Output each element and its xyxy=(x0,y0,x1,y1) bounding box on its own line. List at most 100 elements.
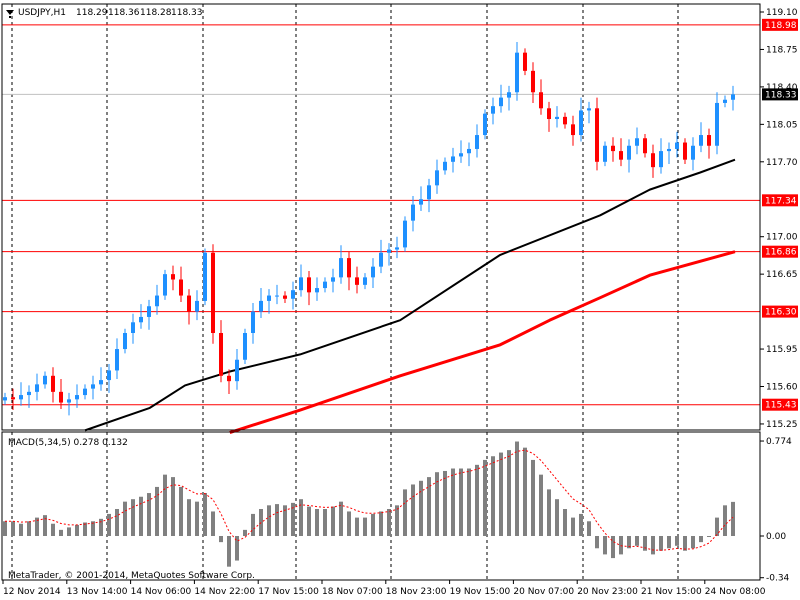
candle xyxy=(235,349,239,390)
candle-body xyxy=(411,204,415,221)
candle xyxy=(347,251,351,291)
macd-bar xyxy=(347,511,351,536)
macd-bar xyxy=(523,447,527,536)
candle-body xyxy=(323,281,327,289)
macd-bar xyxy=(283,505,287,536)
macd-axis-label: 0.774 xyxy=(766,437,792,447)
macd-bar xyxy=(307,506,311,536)
candle xyxy=(155,284,159,315)
macd-bar xyxy=(491,456,495,536)
macd-bar xyxy=(579,513,583,536)
macd-bar xyxy=(75,524,79,536)
candle xyxy=(355,266,359,294)
macd-bar xyxy=(627,536,631,549)
level-price-label-bg xyxy=(762,194,798,207)
candle-body xyxy=(371,266,375,278)
candle xyxy=(203,248,207,306)
macd-bar xyxy=(435,472,439,536)
high-value: 118.36 xyxy=(108,8,140,18)
macd-bar xyxy=(43,515,47,536)
candle xyxy=(475,124,479,158)
time-axis-label: 17 Nov 15:00 xyxy=(258,587,319,597)
macd-bar xyxy=(139,496,143,536)
candle-body xyxy=(603,145,607,162)
macd-bar xyxy=(587,521,591,536)
candle-body xyxy=(707,135,711,146)
price-axis-label: 116.65 xyxy=(766,270,798,280)
candle-body xyxy=(475,135,479,149)
candle-body xyxy=(3,397,7,401)
candle xyxy=(483,109,487,140)
candle-body xyxy=(243,333,247,360)
candle-body xyxy=(611,145,615,152)
candle-body xyxy=(211,252,215,333)
symbol-label: USDJPY,H1 xyxy=(18,8,66,18)
level-price-label: 118.98 xyxy=(765,21,797,31)
macd-bar xyxy=(163,474,167,536)
candle-body xyxy=(443,161,447,171)
candle xyxy=(491,97,495,125)
candle-body xyxy=(627,145,631,160)
candle xyxy=(299,264,303,297)
macd-bar xyxy=(459,468,463,536)
candle xyxy=(419,186,423,212)
macd-bar xyxy=(667,536,671,549)
macd-bar xyxy=(19,523,23,536)
price-axis-label: 115.25 xyxy=(766,420,798,430)
candle xyxy=(731,85,735,111)
macd-bar xyxy=(451,468,455,536)
candle xyxy=(339,245,343,284)
candle-body xyxy=(195,300,199,312)
candle xyxy=(387,243,391,266)
macd-bar xyxy=(315,509,319,536)
macd-label: MACD(5,34,5) 0.278 0.132 xyxy=(8,438,128,448)
macd-bar xyxy=(291,502,295,536)
candle xyxy=(315,277,319,301)
candle-body xyxy=(523,52,527,71)
candle-body xyxy=(35,384,39,392)
candle xyxy=(307,270,311,306)
macd-bar xyxy=(483,459,487,536)
macd-bar xyxy=(179,486,183,536)
dropdown-icon[interactable] xyxy=(6,10,14,18)
candle-body xyxy=(139,316,143,323)
candle-body xyxy=(51,375,55,392)
open-value: 118.29 xyxy=(76,8,108,18)
candle-body xyxy=(43,375,47,385)
candle xyxy=(259,288,263,319)
macd-bar xyxy=(619,536,623,555)
candle-body xyxy=(67,399,71,403)
time-axis-label: 18 Nov 07:00 xyxy=(322,587,383,597)
candle-body xyxy=(19,395,23,400)
candle-body xyxy=(507,92,511,98)
candle-body xyxy=(467,148,471,154)
time-axis-label: 12 Nov 2014 xyxy=(3,587,61,597)
macd-bar xyxy=(219,536,223,543)
candle-body xyxy=(291,290,295,299)
price-axis-label: 118.40 xyxy=(766,83,798,93)
candle xyxy=(643,133,647,158)
candle xyxy=(379,239,383,274)
candle-body xyxy=(275,295,279,297)
candle xyxy=(139,304,143,329)
candle xyxy=(571,115,575,146)
macd-bar xyxy=(59,529,63,536)
macd-bar xyxy=(603,536,607,555)
macd-bar xyxy=(571,517,575,536)
macd-bar xyxy=(339,501,343,536)
candle-body xyxy=(75,395,79,400)
candle-body xyxy=(515,52,519,93)
candle xyxy=(211,244,215,344)
candle-body xyxy=(555,116,559,119)
macd-bar xyxy=(107,513,111,536)
candle xyxy=(283,291,287,304)
candle xyxy=(547,101,551,132)
candle xyxy=(51,367,55,403)
candle xyxy=(507,85,511,111)
candle xyxy=(611,137,615,162)
candle-body xyxy=(691,145,695,160)
candle xyxy=(267,289,271,314)
macd-bar xyxy=(419,480,423,536)
